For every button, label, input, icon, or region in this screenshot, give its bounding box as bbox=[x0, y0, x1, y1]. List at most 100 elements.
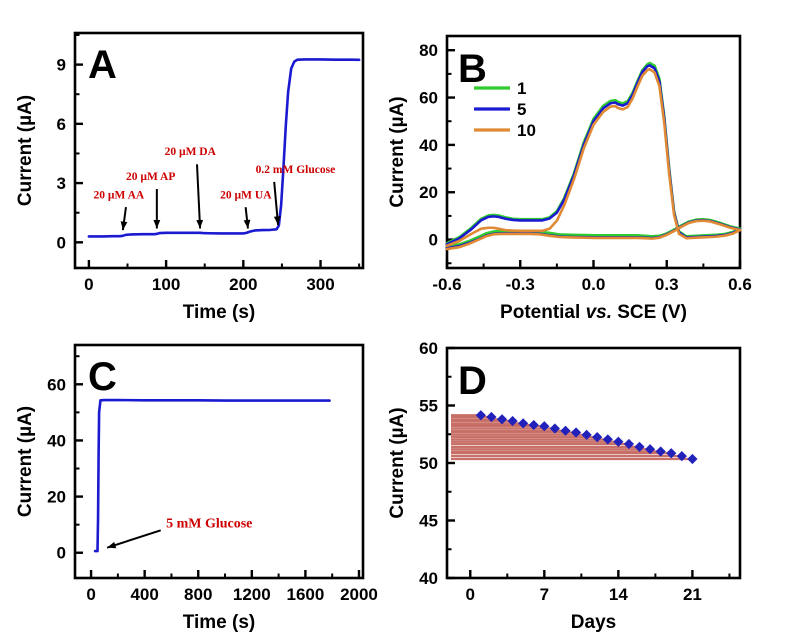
x-axis-label: Time (s) bbox=[183, 302, 256, 323]
legend-label: 1 bbox=[517, 79, 526, 98]
x-tick-label: 0 bbox=[84, 275, 93, 294]
data-point-marker bbox=[539, 421, 550, 432]
annotation-arrow-head bbox=[153, 220, 161, 229]
data-curve bbox=[87, 58, 361, 238]
annotation-arrow-head bbox=[107, 541, 117, 549]
data-point-marker bbox=[655, 446, 666, 457]
x-tick-label: 0.6 bbox=[728, 275, 752, 294]
data-point-marker bbox=[518, 418, 529, 429]
annotation-arrow-line bbox=[121, 207, 127, 231]
data-point-marker bbox=[549, 423, 560, 434]
y-axis-label: Current (µA) bbox=[387, 407, 408, 518]
annotation-arrow-line bbox=[273, 181, 280, 226]
annotation-label: 20 µM AP bbox=[126, 171, 175, 183]
x-tick-label: 0.0 bbox=[582, 275, 606, 294]
data-curve bbox=[445, 61, 742, 245]
data-point-marker bbox=[623, 438, 635, 450]
annotation-label: 0.2 mM Glucose bbox=[256, 164, 336, 176]
x-tick-label: 0 bbox=[466, 585, 475, 604]
data-point-marker bbox=[475, 410, 486, 421]
annotation-arrow-head bbox=[196, 219, 204, 229]
y-axis-label: Current (µA) bbox=[387, 96, 408, 207]
data-point-marker bbox=[644, 444, 656, 455]
y-tick-label: 0 bbox=[57, 544, 66, 563]
x-tick-label: 21 bbox=[683, 585, 702, 604]
data-curve bbox=[445, 219, 742, 251]
y-tick-label: 0 bbox=[57, 233, 66, 252]
y-tick-label: 20 bbox=[419, 183, 438, 202]
y-tick-label: 0 bbox=[429, 231, 438, 250]
y-tick-label: 3 bbox=[57, 174, 66, 193]
data-curve bbox=[445, 217, 742, 248]
x-tick-label: 0.3 bbox=[655, 275, 679, 294]
annotation-arrow-line bbox=[244, 207, 249, 229]
annotation-label: 20 µM DA bbox=[165, 146, 217, 158]
x-tick-label: 2000 bbox=[340, 585, 378, 604]
y-tick-label: 40 bbox=[47, 431, 66, 450]
y-tick-label: 9 bbox=[57, 56, 66, 75]
x-tick-label: 100 bbox=[152, 275, 180, 294]
data-curve bbox=[445, 64, 742, 246]
x-tick-label: 1200 bbox=[233, 585, 271, 604]
x-tick-label: 800 bbox=[184, 585, 212, 604]
y-tick-label: 60 bbox=[419, 339, 438, 358]
panel-letter: B bbox=[458, 47, 487, 91]
y-tick-label: 40 bbox=[419, 136, 438, 155]
annotation-arrow-head bbox=[273, 216, 281, 225]
y-tick-label: 20 bbox=[47, 488, 66, 507]
annotation-arrow-line bbox=[195, 164, 202, 229]
x-axis-label: Time (s) bbox=[183, 612, 256, 633]
data-point-marker bbox=[613, 436, 624, 447]
x-tick-label: 0 bbox=[86, 585, 95, 604]
panel-a-frame bbox=[73, 31, 365, 270]
x-tick-label: 300 bbox=[306, 275, 334, 294]
data-point-marker bbox=[687, 453, 698, 465]
panel-letter: A bbox=[88, 43, 117, 87]
data-point-marker bbox=[496, 414, 508, 425]
y-axis-label: Current (µA) bbox=[15, 95, 36, 206]
y-tick-label: 40 bbox=[419, 569, 438, 588]
annotation-label: 20 µM AA bbox=[94, 189, 145, 201]
data-curve bbox=[93, 398, 331, 553]
y-tick-label: 45 bbox=[419, 512, 438, 531]
y-tick-label: 50 bbox=[419, 454, 438, 473]
x-tick-label: 14 bbox=[609, 585, 628, 604]
data-point-marker bbox=[507, 415, 518, 427]
data-point-marker bbox=[528, 419, 539, 431]
data-curve bbox=[445, 218, 742, 250]
x-tick-label: 1600 bbox=[286, 585, 324, 604]
y-tick-label: 55 bbox=[419, 397, 438, 416]
data-curve bbox=[445, 67, 742, 248]
x-axis-label: Days bbox=[571, 612, 616, 633]
data-point-marker bbox=[634, 441, 645, 453]
data-point-marker bbox=[570, 427, 582, 438]
y-tick-label: 60 bbox=[419, 89, 438, 108]
data-point-marker bbox=[602, 434, 613, 445]
y-tick-label: 6 bbox=[57, 115, 66, 134]
x-tick-label: 200 bbox=[229, 275, 257, 294]
x-axis-label: Potential vs. SCE (V) bbox=[500, 302, 687, 323]
data-point-marker bbox=[676, 450, 687, 462]
panel-letter: D bbox=[458, 359, 487, 403]
annotation-arrow-line bbox=[106, 529, 162, 549]
x-tick-label: 7 bbox=[540, 585, 549, 604]
panel-c-frame bbox=[73, 343, 365, 580]
data-point-marker bbox=[666, 448, 677, 459]
y-tick-label: 80 bbox=[419, 41, 438, 60]
panel-b-frame bbox=[445, 34, 742, 270]
annotation-arrow-head bbox=[120, 221, 128, 231]
x-tick-label: -0.6 bbox=[432, 275, 461, 294]
panel-d-frame bbox=[445, 346, 742, 580]
y-axis-label: Current (µA) bbox=[15, 406, 36, 517]
x-tick-label: -0.3 bbox=[506, 275, 535, 294]
data-point-marker bbox=[560, 425, 571, 436]
legend-label: 10 bbox=[517, 121, 536, 140]
annotation-arrow-head bbox=[243, 219, 251, 229]
data-point-marker bbox=[581, 429, 592, 440]
y-tick-label: 60 bbox=[47, 375, 66, 394]
